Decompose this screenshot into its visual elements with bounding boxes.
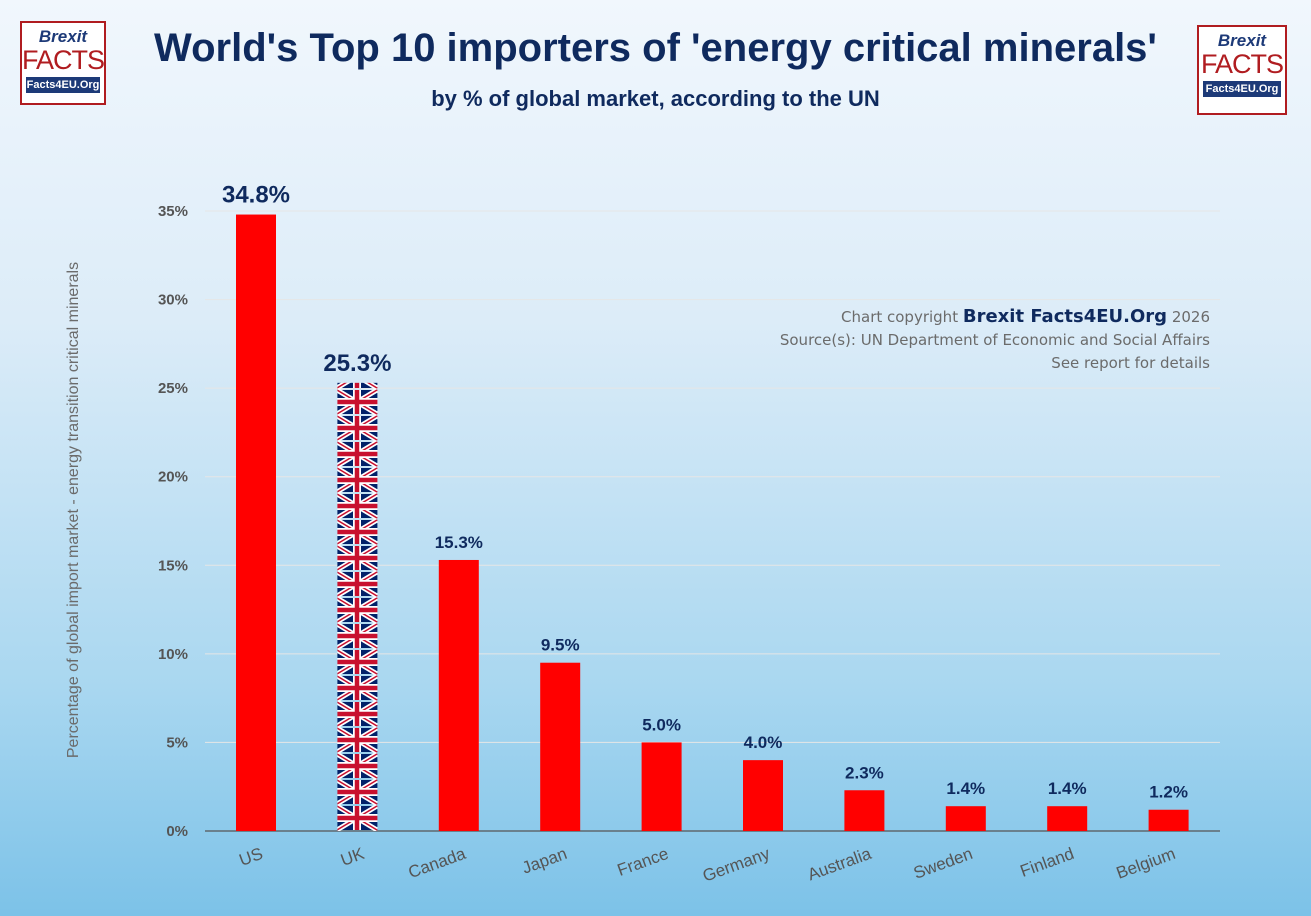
x-tick-label: UK (338, 844, 367, 870)
bar-finland (1047, 806, 1088, 831)
y-tick-label: 5% (166, 734, 188, 751)
bar-uk (337, 382, 378, 831)
data-label: 1.4% (1048, 779, 1087, 798)
y-tick-label: 15% (158, 557, 188, 574)
x-tick-label: Canada (406, 844, 469, 882)
data-label: 1.2% (1149, 783, 1188, 802)
data-label: 34.8% (222, 182, 290, 209)
x-tick-label: Finland (1018, 844, 1077, 881)
data-label: 2.3% (845, 763, 884, 782)
x-tick-label: US (237, 844, 266, 870)
x-tick-label: Japan (520, 844, 570, 878)
bar-belgium (1148, 809, 1189, 831)
x-tick-label: Germany (700, 844, 773, 886)
bar-germany (743, 760, 783, 831)
copyright-year: 2026 (1171, 308, 1210, 326)
data-label: 9.5% (541, 636, 580, 655)
note-text: See report for details (1051, 354, 1210, 372)
data-label: 5.0% (642, 715, 681, 734)
y-tick-label: 10% (158, 646, 188, 663)
source-text: Source(s): UN Department of Economic and… (779, 331, 1210, 349)
bar-us (236, 214, 276, 832)
logo-text: FACTS (1200, 49, 1284, 79)
bar-australia (844, 790, 885, 831)
bar-sweden (945, 806, 986, 831)
data-label: 15.3% (435, 533, 483, 552)
data-label: 4.0% (744, 733, 783, 752)
x-tick-label: Australia (805, 844, 874, 885)
brexit-facts-logo-right: Brexit FACTS Facts4EU.Org (1197, 25, 1287, 115)
copyright-brand: Brexit Facts4EU.Org (962, 306, 1168, 327)
bar-japan (540, 662, 581, 831)
credits: Chart copyright Brexit Facts4EU.Org 2026… (780, 305, 1210, 375)
chart-subtitle: by % of global market, according to the … (431, 86, 880, 111)
brexit-facts-logo-left: Brexit FACTS Facts4EU.Org (20, 21, 106, 105)
x-tick-label: Belgium (1114, 844, 1178, 883)
y-tick-label: 0% (166, 823, 188, 840)
bar-france (641, 742, 682, 831)
logo-text: Facts4EU.Org (26, 77, 100, 93)
logo-text: Brexit (1217, 31, 1267, 50)
logo-text: Brexit (38, 27, 88, 46)
copyright-prefix: Chart copyright (841, 308, 959, 326)
data-label: 25.3% (323, 350, 391, 377)
bar-canada (438, 559, 479, 831)
y-tick-label: 25% (158, 380, 188, 397)
y-tick-label: 30% (158, 292, 188, 309)
logo-text: FACTS (22, 45, 105, 75)
logo-text: Facts4EU.Org (1203, 81, 1281, 97)
chart-title: World's Top 10 importers of 'energy crit… (154, 26, 1157, 70)
y-tick-label: 35% (158, 203, 188, 220)
x-tick-label: Sweden (911, 844, 975, 883)
x-tick-label: France (615, 844, 671, 880)
data-label: 1.4% (946, 779, 985, 798)
y-tick-label: 20% (158, 469, 188, 486)
